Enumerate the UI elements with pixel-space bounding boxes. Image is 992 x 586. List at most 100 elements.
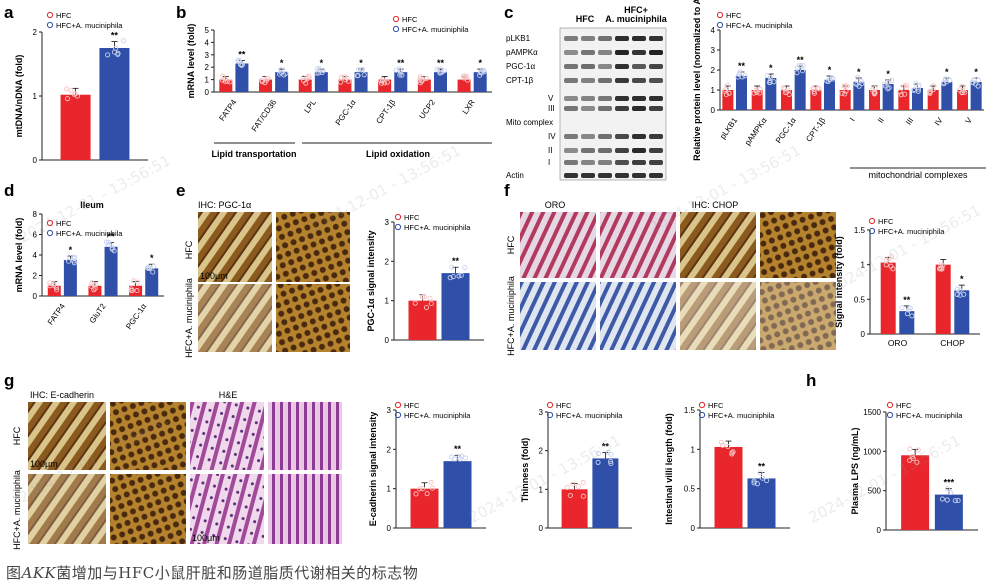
- data-point: [222, 79, 228, 85]
- legend-text-akk: HFC+A. muciniphila: [726, 21, 793, 30]
- f-oro-label: ORO: [545, 200, 566, 210]
- data-point: [423, 304, 430, 311]
- data-point: [754, 481, 760, 487]
- blot-band: [615, 134, 629, 139]
- bar-akk-5: [433, 72, 447, 92]
- panel-letter-d: d: [4, 181, 14, 200]
- legend-text-hfc: HFC: [402, 15, 418, 24]
- data-point: [830, 76, 836, 82]
- y-tick-label: 2: [539, 447, 544, 456]
- f-chop-hfc-low: [680, 212, 756, 278]
- legend-text-hfc: HFC: [878, 217, 894, 226]
- blot-band: [581, 64, 595, 69]
- data-point: [150, 269, 156, 275]
- blot-band: [632, 134, 646, 139]
- bar-akk-4: [394, 72, 408, 92]
- bar-akk-6: [911, 88, 923, 110]
- legend-marker-akk: [394, 223, 402, 231]
- bar-hfc-4: [839, 90, 851, 110]
- significance-mark: *: [150, 253, 154, 263]
- group-label-lipid-oxidation: Lipid oxidation: [366, 149, 430, 159]
- blot-band: [564, 134, 578, 139]
- y-tick-label: 0: [691, 524, 696, 533]
- data-point: [959, 90, 965, 96]
- y-axis-label: Intestinal villi length (fold): [664, 413, 674, 525]
- data-point: [914, 459, 920, 465]
- panel-e-micrographs: IHC: PGC-1α 100μm HFC HFC+A. muciniphila: [184, 200, 350, 358]
- data-point: [338, 79, 344, 85]
- y-tick-label: 2: [387, 445, 392, 454]
- y-tick-label: 1: [711, 86, 716, 95]
- blot-label: V: [548, 94, 554, 103]
- y-tick-label: 1000: [863, 447, 881, 456]
- data-point: [975, 77, 981, 83]
- data-point: [567, 492, 573, 499]
- data-point: [458, 272, 464, 278]
- g-ecad-hfc-high: [110, 402, 186, 470]
- x-tick-label: UCP2: [417, 98, 437, 121]
- significance-mark: **: [238, 49, 246, 59]
- bar-akk-1: [954, 290, 970, 334]
- data-point: [889, 77, 895, 83]
- data-point: [927, 89, 934, 95]
- blot-band: [564, 36, 578, 41]
- data-point: [901, 83, 907, 89]
- significance-mark: *: [359, 58, 363, 68]
- blot-band: [598, 148, 612, 153]
- data-point: [886, 85, 892, 91]
- chart-a: 0 1 2 mtDNA/nDNA (fold) **: [14, 28, 148, 165]
- y-tick-label: 1: [387, 485, 392, 494]
- y-tick-label: 1: [691, 445, 696, 454]
- data-point: [580, 480, 586, 486]
- legend-marker-hfc: [46, 219, 54, 227]
- blot-band: [632, 78, 646, 83]
- blot-band: [649, 160, 663, 165]
- data-point: [379, 78, 385, 84]
- group-label-lipid-transport: Lipid transportation: [212, 149, 297, 159]
- data-point: [64, 86, 70, 92]
- g-row-akk: HFC+A. muciniphila: [12, 470, 22, 550]
- significance-mark: *: [320, 58, 324, 68]
- g-row-hfc: HFC: [12, 426, 22, 445]
- y-tick-label: 500: [868, 487, 882, 496]
- significance-mark: **: [903, 295, 911, 305]
- x-tick-label: I: [848, 116, 857, 123]
- significance-mark: **: [452, 256, 460, 266]
- data-point: [105, 52, 111, 58]
- legend-marker-akk: [868, 227, 876, 235]
- y-tick-label: 0.5: [854, 295, 866, 304]
- legend-marker-hfc: [46, 11, 54, 19]
- e-row-akk: HFC+A. muciniphila: [184, 278, 194, 358]
- blot-band: [649, 64, 663, 69]
- panel-letter-f: f: [504, 181, 510, 200]
- legend-text-akk: HFC+A. muciniphila: [404, 411, 471, 420]
- blot-band: [581, 173, 595, 178]
- data-point: [781, 85, 787, 91]
- bar-hfc-5: [869, 90, 881, 110]
- y-axis-label: mRNA level (fold): [14, 218, 24, 293]
- data-point: [462, 455, 469, 461]
- data-point: [947, 490, 953, 496]
- panel-g-micrographs: IHC: E-cadherin H&E 100μm 100μm HFC HFC+…: [12, 390, 342, 550]
- blot-band: [581, 78, 595, 83]
- data-point: [92, 285, 98, 291]
- data-point: [421, 294, 427, 300]
- y-tick-label: 1: [205, 76, 210, 85]
- data-point: [909, 454, 915, 460]
- legend-text-hfc: HFC: [556, 401, 572, 410]
- data-point: [912, 87, 918, 93]
- bar-hfc: [60, 94, 91, 160]
- data-point: [128, 286, 134, 292]
- data-point: [227, 79, 233, 85]
- y-tick-label: 1: [539, 485, 544, 494]
- data-point: [886, 256, 892, 262]
- data-point: [897, 89, 903, 95]
- x-tick-label: LXR: [460, 98, 476, 116]
- data-point: [781, 86, 787, 92]
